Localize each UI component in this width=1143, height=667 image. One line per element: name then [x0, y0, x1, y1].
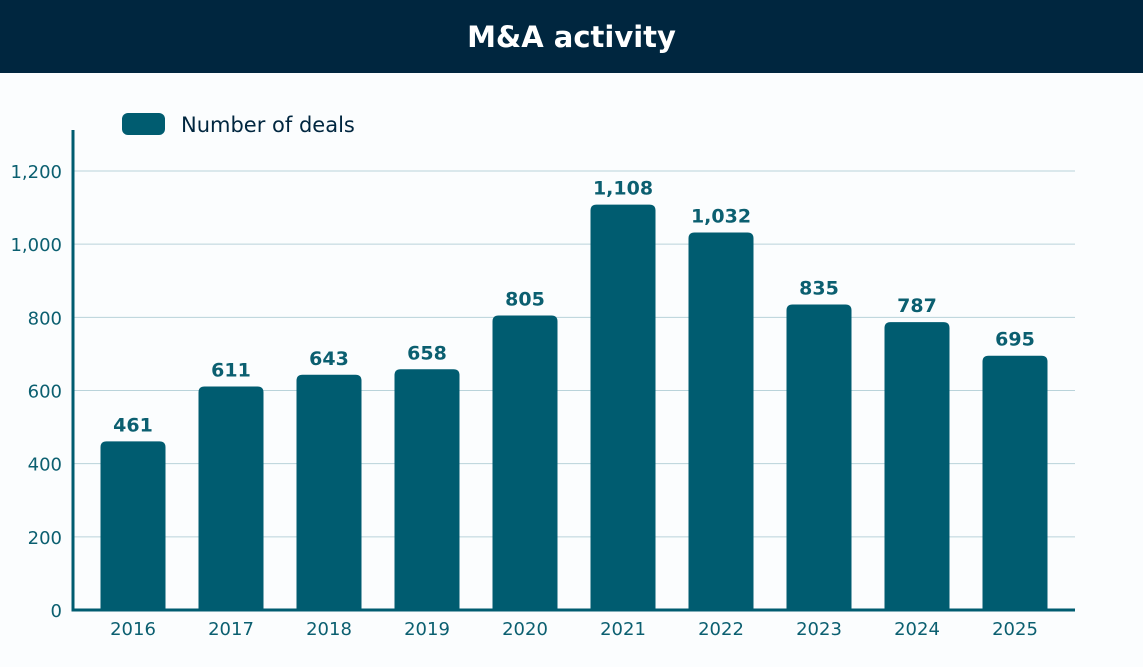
data-label: 787 [897, 295, 937, 317]
y-tick-label: 1,000 [10, 235, 62, 256]
x-tick-label: 2021 [600, 619, 646, 640]
data-label: 805 [505, 289, 545, 311]
x-tick-label: 2017 [208, 619, 254, 640]
bar [394, 369, 460, 610]
chart-header: M&A activity [0, 0, 1143, 73]
y-tick-label: 400 [28, 455, 62, 476]
data-label: 461 [113, 414, 153, 436]
x-tick-label: 2019 [404, 619, 450, 640]
bar [492, 315, 558, 610]
data-label: 695 [995, 329, 1035, 351]
x-tick-label: 2023 [796, 619, 842, 640]
bar [688, 232, 754, 610]
legend-label: Number of deals [181, 113, 355, 137]
x-tick-label: 2022 [698, 619, 744, 640]
legend-swatch [122, 113, 165, 135]
x-tick-label: 2016 [110, 619, 156, 640]
x-tick-label: 2018 [306, 619, 352, 640]
y-tick-label: 600 [28, 382, 62, 403]
y-tick-label: 1,200 [10, 162, 62, 183]
bar [590, 204, 656, 610]
data-label: 1,032 [691, 205, 751, 227]
data-label: 658 [407, 342, 447, 364]
bar [786, 304, 852, 610]
y-tick-label: 0 [51, 601, 62, 622]
x-tick-label: 2020 [502, 619, 548, 640]
bar [198, 386, 264, 610]
chart-title: M&A activity [467, 19, 676, 54]
bar [296, 374, 362, 610]
bar [884, 322, 950, 610]
bar [100, 441, 166, 610]
data-label: 643 [309, 348, 349, 370]
data-label: 1,108 [593, 178, 653, 200]
data-label: 835 [799, 278, 839, 300]
data-label: 611 [211, 359, 251, 381]
x-tick-label: 2024 [894, 619, 940, 640]
y-tick-label: 200 [28, 528, 62, 549]
bar [982, 355, 1048, 610]
y-tick-label: 800 [28, 308, 62, 329]
x-tick-label: 2025 [992, 619, 1038, 640]
